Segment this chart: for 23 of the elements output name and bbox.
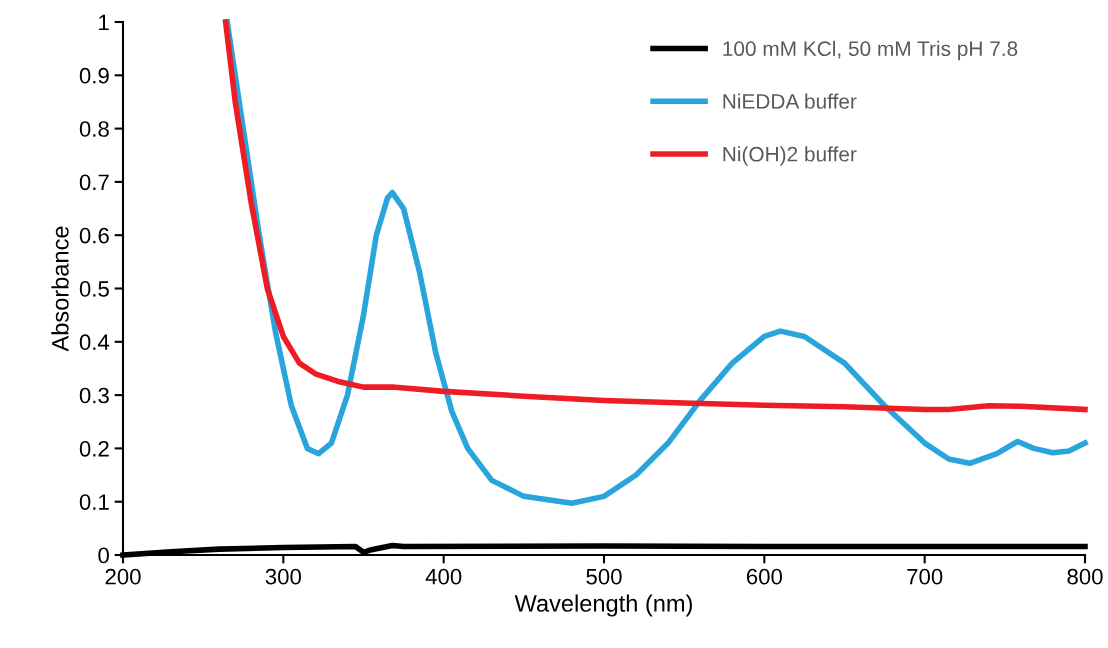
y-tick-label: 0.5 (79, 281, 109, 297)
legend-label: NiEDDA buffer (723, 93, 857, 109)
x-tick-label: 500 (586, 568, 622, 585)
y-tick-label: 0.3 (79, 387, 109, 404)
x-axis-title: Wavelength (nm) (514, 594, 692, 617)
y-tick-label: 0.1 (79, 494, 109, 510)
legend-label: 100 mM KCl, 50 mM Tris pH 7.8 (723, 40, 1018, 61)
legend-label: Ni(OH)2 buffer (723, 146, 857, 166)
x-tick-label: 400 (425, 568, 462, 585)
y-tick-label: 0.4 (79, 334, 110, 351)
y-axis-title: Absorbance (51, 226, 69, 352)
x-tick-label: 700 (907, 568, 943, 585)
y-tick-label: 0.9 (79, 67, 109, 84)
y-tick-label: 0.2 (79, 440, 109, 457)
y-tick-label: 1 (99, 14, 109, 31)
x-tick-label: 300 (265, 568, 301, 585)
x-tick-label: 200 (105, 568, 141, 585)
y-tick-label: 0.6 (79, 227, 109, 244)
x-tick-label: 600 (746, 568, 782, 585)
x-tick-label: 800 (1067, 568, 1103, 585)
y-tick-label: 0.7 (79, 174, 109, 191)
y-tick-label: 0.8 (79, 121, 109, 137)
y-tick-label: 0 (98, 547, 109, 564)
